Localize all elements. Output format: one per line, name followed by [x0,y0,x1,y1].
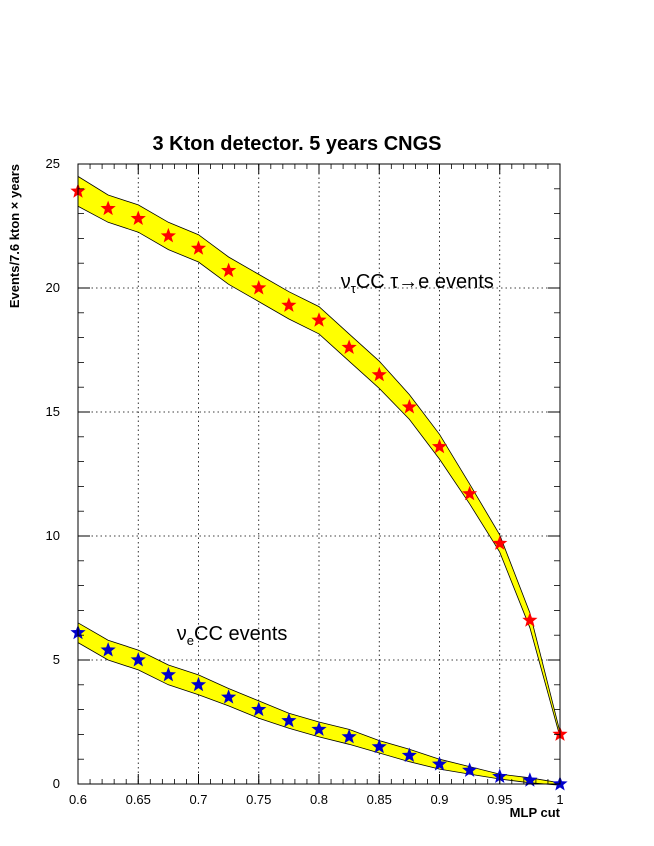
x-tick-label: 0.8 [310,792,328,807]
star-marker [251,280,267,295]
star-marker [371,366,387,382]
star-marker [522,612,538,627]
series-annotation-0: ντCC τ→e events [341,271,494,296]
star-marker [401,399,417,414]
x-tick-label: 1 [556,792,563,807]
star-marker [341,728,357,744]
x-tick-label: 0.85 [367,792,392,807]
series-annotation-1: νeCC events [177,623,288,648]
star-marker [281,297,297,312]
star-marker [160,666,176,682]
star-marker [431,438,448,454]
x-tick-label: 0.6 [69,792,87,807]
star-marker [130,652,146,667]
star-marker [431,756,448,771]
y-tick-label: 10 [46,528,60,543]
star-marker [221,262,237,278]
x-tick-label: 0.65 [126,792,151,807]
y-axis-label: Events/7.6 kton × years [7,164,22,308]
star-marker [190,676,207,692]
x-axis-label: MLP cut [510,805,561,820]
star-marker [371,738,387,754]
y-tick-label: 15 [46,404,60,419]
y-tick-label: 20 [46,280,60,295]
x-tick-label: 0.95 [487,792,512,807]
grid [78,164,560,784]
star-marker [100,642,116,657]
star-marker [462,762,478,777]
star-marker [281,712,297,728]
star-marker [100,200,116,216]
chart-title: 3 Kton detector. 5 years CNGS [153,133,442,155]
y-tick-label: 5 [53,652,60,667]
x-tick-label: 0.9 [430,792,448,807]
x-tick-label: 0.75 [246,792,271,807]
star-marker [311,721,327,736]
star-marker [522,772,538,787]
y-tick-label: 0 [53,776,60,791]
star-marker [190,240,207,255]
star-marker [130,210,146,226]
star-marker [221,689,237,704]
y-tick-label: 25 [46,156,60,171]
x-tick-label: 0.7 [189,792,207,807]
star-marker [462,485,478,501]
star-marker [341,339,357,354]
star-marker [492,535,508,550]
star-marker [401,747,417,762]
star-marker [160,227,176,243]
annotations: ντCC τ→e events νeCC events [177,271,494,648]
star-marker [251,701,267,717]
star-marker [311,312,327,327]
